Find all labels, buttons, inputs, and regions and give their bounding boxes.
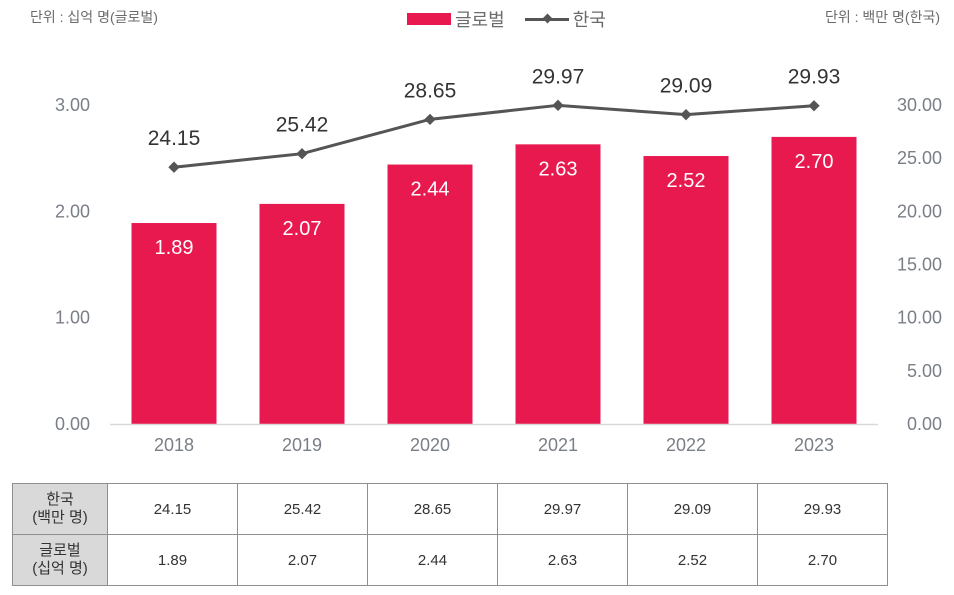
row-header-name: 한국 xyxy=(46,491,74,508)
line-data-label: 29.93 xyxy=(788,66,841,89)
table-row: 글로벌 (십억 명) 1.89 2.07 2.44 2.63 2.52 2.70 xyxy=(12,534,888,586)
table-cell: 1.89 xyxy=(107,534,238,586)
bar-data-label: 1.89 xyxy=(155,237,194,259)
data-table: 한국 (백만 명) 24.15 25.42 28.65 29.97 29.09 29.93 글로… xyxy=(12,483,888,586)
table-cell: 28.65 xyxy=(367,483,498,535)
x-tick-label: 2020 xyxy=(410,435,450,455)
bar-data-label: 2.44 xyxy=(411,179,450,201)
table-cell: 29.93 xyxy=(757,483,888,535)
line-data-label: 24.15 xyxy=(148,127,201,150)
bar-data-label: 2.52 xyxy=(667,170,706,192)
row-header-unit: (백만 명) xyxy=(32,509,88,526)
legend-line-swatch xyxy=(524,13,569,23)
table-cell: 29.09 xyxy=(627,483,758,535)
y-right-tick-label: 30.00 xyxy=(897,95,942,115)
line-marker-2018 xyxy=(168,161,180,173)
line-marker-2019 xyxy=(296,148,308,160)
bar-data-label: 2.63 xyxy=(539,158,578,180)
x-tick-label: 2019 xyxy=(282,435,322,455)
x-tick-label: 2021 xyxy=(538,435,578,455)
bar-global-2021 xyxy=(515,144,601,425)
y-right-tick-label: 10.00 xyxy=(897,308,942,328)
legend-bar-swatch xyxy=(407,13,451,25)
legend: 글로벌 한국 xyxy=(407,6,606,32)
line-data-label: 29.09 xyxy=(660,75,713,98)
line-korea xyxy=(173,103,815,169)
y-right-tick-label: 25.00 xyxy=(897,148,942,168)
left-axis-unit-label: 단위 : 십억 명(글로벌) xyxy=(30,9,158,25)
line-data-label: 25.42 xyxy=(276,114,329,137)
legend-line-label: 한국 xyxy=(572,10,606,30)
bar-global-2022 xyxy=(643,156,729,425)
table-row: 한국 (백만 명) 24.15 25.42 28.65 29.97 29.09 29.93 xyxy=(12,483,888,535)
bar-global-2018 xyxy=(131,223,217,424)
line-marker-2022 xyxy=(680,109,692,121)
legend-bar-label: 글로벌 xyxy=(455,10,505,30)
y-left-tick-label: 0.00 xyxy=(55,414,90,434)
bar-data-label: 2.70 xyxy=(795,151,834,173)
table-row-header: 한국 (백만 명) xyxy=(12,483,108,535)
table-cell: 25.42 xyxy=(237,483,368,535)
y-left-tick-label: 2.00 xyxy=(55,201,90,221)
y-right-tick-label: 5.00 xyxy=(907,361,942,381)
bar-global-2023 xyxy=(771,136,857,424)
table-cell: 24.15 xyxy=(107,483,238,535)
y-right-tick-label: 0.00 xyxy=(907,414,942,434)
table-row-header: 글로벌 (십억 명) xyxy=(12,534,108,586)
y-right-tick-label: 15.00 xyxy=(897,255,942,275)
y-right-tick-label: 20.00 xyxy=(897,201,942,221)
table-cell: 2.52 xyxy=(627,534,758,586)
line-marker-2023 xyxy=(808,100,820,112)
row-header-name: 글로벌 xyxy=(39,542,81,559)
row-header-unit: (십억 명) xyxy=(32,560,88,577)
x-tick-label: 2023 xyxy=(794,435,834,455)
y-left-tick-label: 1.00 xyxy=(55,308,90,328)
table-cell: 29.97 xyxy=(497,483,628,535)
table-cell: 2.70 xyxy=(757,534,888,586)
line-marker-2021 xyxy=(552,99,564,111)
x-tick-label: 2022 xyxy=(666,435,706,455)
table-cell: 2.44 xyxy=(367,534,498,586)
right-axis-unit-label: 단위 : 백만 명(한국) xyxy=(824,9,940,25)
table-cell: 2.07 xyxy=(237,534,368,586)
table-cell: 2.63 xyxy=(497,534,628,586)
combo-chart: 0.00 1.00 2.00 3.00 0.00 5.00 10.00 15.00 20.00 2… xyxy=(55,65,942,455)
bar-data-label: 2.07 xyxy=(283,218,322,240)
bar-global-2020 xyxy=(387,164,473,424)
bar-global-2019 xyxy=(259,203,345,424)
line-data-label: 29.97 xyxy=(532,65,585,88)
line-data-label: 28.65 xyxy=(404,79,457,102)
line-marker-2020 xyxy=(424,113,436,126)
y-left-tick-label: 3.00 xyxy=(55,95,90,115)
x-tick-label: 2018 xyxy=(154,435,194,455)
